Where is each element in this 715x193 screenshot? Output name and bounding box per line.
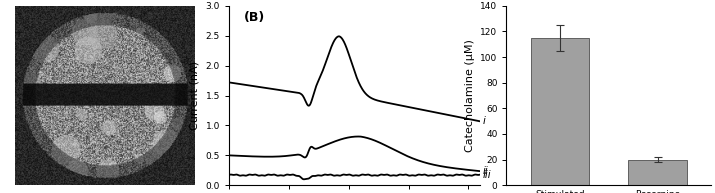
Y-axis label: Catecholamine (μM): Catecholamine (μM) [465,39,475,152]
Text: (C): (C) [428,0,450,2]
Text: (A): (A) [0,0,4,2]
Text: (B): (B) [244,11,265,24]
Bar [531,38,589,185]
Bar [628,160,687,185]
Text: i: i [483,116,485,126]
Text: iii: iii [483,170,491,179]
Text: ii: ii [483,166,488,176]
Y-axis label: Current (nA): Current (nA) [190,61,200,130]
